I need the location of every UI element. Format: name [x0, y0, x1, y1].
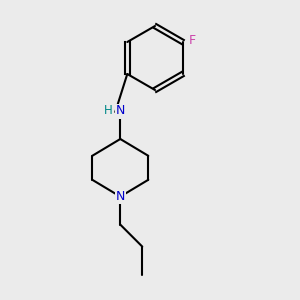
Text: N: N [116, 190, 125, 203]
Text: N: N [116, 104, 125, 118]
Text: H: H [104, 104, 113, 118]
Text: F: F [189, 34, 196, 47]
